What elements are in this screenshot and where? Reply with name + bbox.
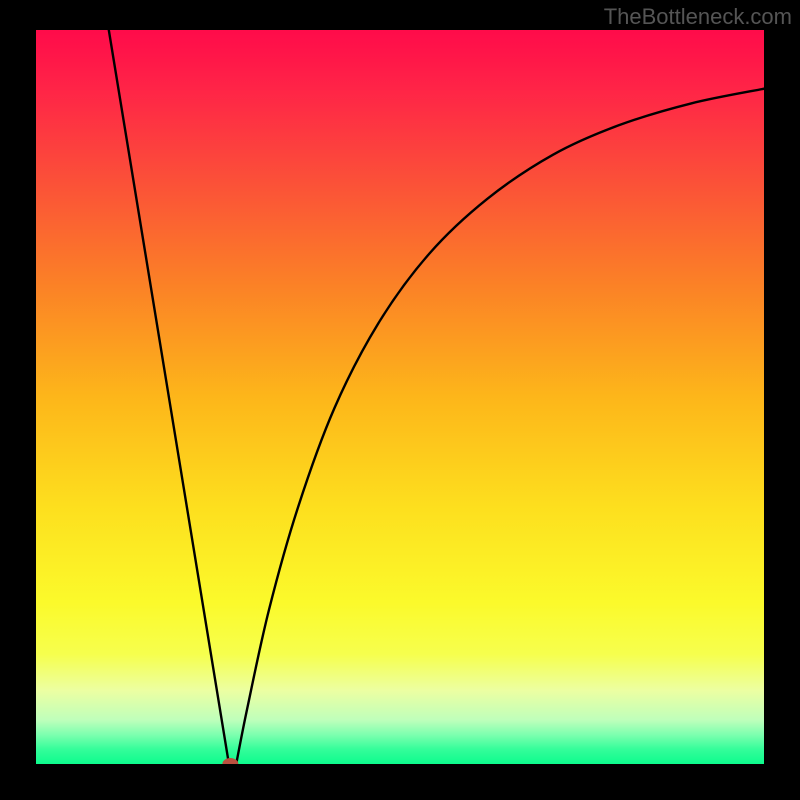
- optimal-point-marker: [222, 758, 238, 770]
- plot-background: [36, 30, 764, 764]
- chart-container: TheBottleneck.com: [0, 0, 800, 800]
- watermark-text: TheBottleneck.com: [604, 4, 792, 30]
- bottleneck-curve-chart: [0, 0, 800, 800]
